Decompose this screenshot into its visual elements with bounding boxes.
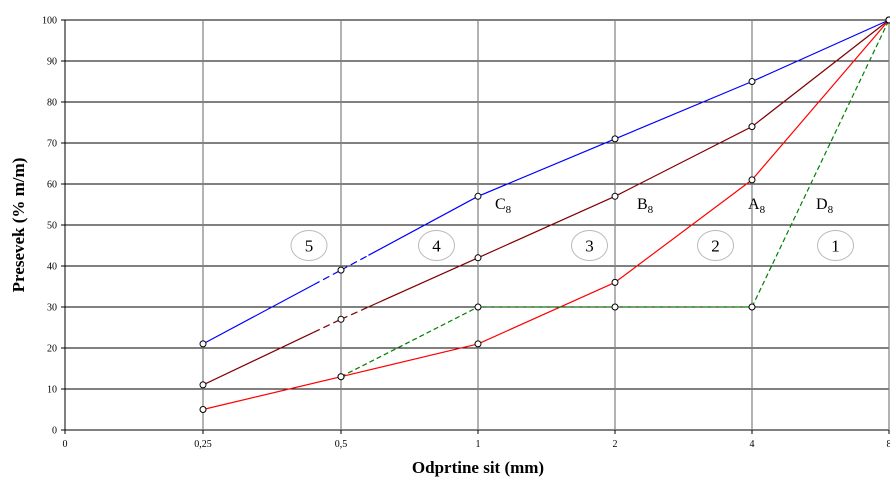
y-tick-label: 10 bbox=[47, 385, 57, 396]
data-point bbox=[611, 303, 619, 311]
zone-ellipse bbox=[290, 230, 328, 261]
x-tick-label: 1 bbox=[476, 439, 481, 450]
data-point bbox=[474, 254, 482, 262]
data-point bbox=[337, 373, 345, 381]
y-tick-label: 90 bbox=[47, 57, 57, 68]
data-point bbox=[611, 278, 619, 286]
data-point bbox=[337, 315, 345, 323]
series-segment bbox=[751, 19, 890, 128]
y-tick-label: 60 bbox=[47, 180, 57, 191]
series-labels: C8 B8 A8 D8 bbox=[495, 196, 834, 216]
series-segment bbox=[368, 257, 479, 308]
data-point bbox=[199, 406, 207, 413]
y-axis-title: Presevek (% m/m) bbox=[9, 158, 28, 293]
zone-labels: 5 4 3 2 1 bbox=[290, 230, 854, 261]
data-point bbox=[748, 176, 756, 184]
series-label: D8 bbox=[816, 196, 834, 216]
series-segment bbox=[477, 281, 616, 345]
y-tick-label: 100 bbox=[42, 16, 57, 27]
y-tick-label: 80 bbox=[47, 98, 57, 109]
data-point bbox=[885, 16, 890, 24]
series-segment bbox=[202, 331, 314, 386]
series-segment bbox=[340, 254, 369, 271]
y-tick-label: 30 bbox=[47, 303, 57, 314]
series-segment bbox=[751, 19, 890, 181]
x-tick-label: 0,5 bbox=[335, 439, 348, 450]
y-tick-label: 0 bbox=[52, 426, 57, 437]
data-point bbox=[199, 340, 207, 348]
zone-label: 4 bbox=[432, 237, 441, 256]
zone-label: 1 bbox=[831, 237, 840, 256]
zone-label: 3 bbox=[585, 237, 594, 256]
series-segment bbox=[614, 80, 753, 140]
series-segment bbox=[614, 179, 753, 283]
data-point bbox=[199, 381, 207, 389]
data-point bbox=[474, 192, 482, 200]
series-segment bbox=[477, 195, 616, 259]
y-tick-label: 20 bbox=[47, 344, 57, 355]
y-tick-label: 40 bbox=[47, 262, 57, 273]
data-point bbox=[611, 135, 619, 143]
y-tick-label: 50 bbox=[47, 221, 57, 232]
data-point bbox=[748, 123, 756, 131]
zone-label: 5 bbox=[305, 237, 314, 256]
y-tick-label: 70 bbox=[47, 139, 57, 150]
zone-ellipse bbox=[697, 230, 734, 261]
series-label: C8 bbox=[495, 196, 512, 216]
series-segment bbox=[614, 126, 753, 197]
x-tick-label: 2 bbox=[613, 439, 618, 450]
series-label: B8 bbox=[637, 196, 654, 216]
x-tick-label: 0 bbox=[63, 439, 68, 450]
zone-ellipse bbox=[817, 230, 854, 261]
series-segment bbox=[751, 19, 890, 308]
grid bbox=[64, 19, 890, 431]
series-points bbox=[199, 16, 890, 413]
series-segment bbox=[751, 19, 890, 83]
series-label: A8 bbox=[748, 196, 766, 216]
zone-label: 2 bbox=[711, 237, 720, 256]
y-axis-ticks: 0 10 20 30 40 50 60 70 80 90 100 bbox=[42, 16, 65, 437]
data-point bbox=[474, 340, 482, 348]
x-axis-ticks: 0 0,25 0,5 1 2 4 8 bbox=[63, 430, 890, 450]
series-segment bbox=[202, 376, 342, 411]
x-tick-label: 0,25 bbox=[194, 439, 212, 450]
series-segment bbox=[313, 318, 342, 333]
data-point bbox=[748, 303, 756, 311]
series-segment bbox=[368, 195, 479, 256]
x-tick-label: 8 bbox=[887, 439, 890, 450]
series-segment bbox=[340, 306, 369, 320]
series-segment bbox=[313, 269, 342, 286]
zone-ellipse bbox=[418, 230, 455, 261]
x-axis-title: Odprtine sit (mm) bbox=[412, 458, 544, 477]
data-point bbox=[474, 303, 482, 311]
zone-ellipse bbox=[571, 230, 608, 261]
x-tick-label: 4 bbox=[750, 439, 755, 450]
series-segment bbox=[477, 138, 616, 197]
series-lines bbox=[202, 19, 890, 411]
data-point bbox=[611, 192, 619, 200]
data-point bbox=[337, 266, 345, 274]
series-segment bbox=[340, 343, 479, 378]
series-segment bbox=[340, 306, 479, 378]
series-segment bbox=[202, 284, 314, 345]
data-point bbox=[748, 78, 756, 85]
